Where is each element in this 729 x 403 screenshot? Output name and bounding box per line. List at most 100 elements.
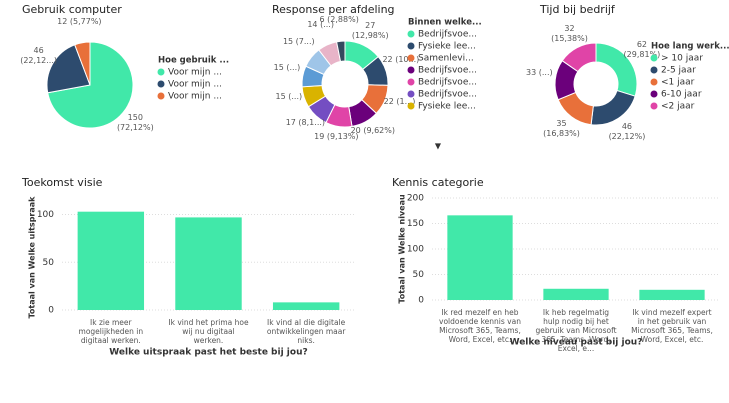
legend-swatch xyxy=(650,54,658,62)
x-tick-label: Ik zie meer mogelijkheden in digitaal we… xyxy=(78,318,144,345)
legend-label: <1 jaar xyxy=(661,78,695,88)
legend-swatch xyxy=(157,92,165,100)
x-axis-label: Welke niveau past bij jou? xyxy=(510,338,643,348)
data-label: 150 (72,12%) xyxy=(116,112,154,132)
legend-swatch xyxy=(407,102,415,110)
legend-swatch xyxy=(650,66,658,74)
data-label: 33 (...) xyxy=(526,68,553,77)
x-tick-label: Ik vind het prima hoe wij nu digitaal we… xyxy=(168,318,249,345)
scroll-arrow[interactable]: ▼ xyxy=(435,142,442,151)
x-tick-label: Ik vind mezelf expert in het gebruik van… xyxy=(631,308,713,344)
bar xyxy=(175,217,242,310)
data-label: 14 (...) xyxy=(307,20,334,29)
legend-swatch xyxy=(407,90,415,98)
data-label: 22 (10...) xyxy=(382,55,420,65)
data-label: 22 (1...) xyxy=(383,96,416,106)
data-label: 46 (22,12...) xyxy=(20,46,57,66)
x-tick-label: Ik heb regelmatig hulp nodig bij het geb… xyxy=(535,308,617,352)
bar xyxy=(77,211,145,310)
x-tick-label: Ik vind mezelf expert in het gebruik van… xyxy=(631,308,713,344)
data-label: 32 (15,38%) xyxy=(551,23,588,43)
legend-swatch xyxy=(407,30,415,38)
legend-swatch xyxy=(157,68,165,76)
y-tick-label: 50 xyxy=(43,258,55,268)
legend-swatch xyxy=(407,66,415,74)
legend-label: 2-5 jaar xyxy=(661,66,696,76)
y-axis-label: Totaal van Welke uitspraak xyxy=(28,196,37,319)
legend-title: Hoe gebruik ... xyxy=(158,56,229,66)
legend-swatch xyxy=(650,78,658,86)
legend-swatch xyxy=(650,102,658,110)
bar xyxy=(639,289,705,300)
data-label: 22 (10...) xyxy=(382,55,420,65)
slice xyxy=(74,41,91,86)
legend-label: Fysieke lee... xyxy=(418,42,476,52)
data-label: 6 (2,88%) xyxy=(319,15,359,25)
legend-label: > 10 jaar xyxy=(661,54,703,64)
data-label: 150 (72,12%) xyxy=(116,112,154,132)
x-tick-label: Ik red mezelf en heb voldoende kennis va… xyxy=(439,308,521,344)
y-tick-label: 0 xyxy=(48,306,54,316)
slice xyxy=(336,40,346,63)
data-label: 15 (7...) xyxy=(282,37,315,47)
data-label: 15 (...) xyxy=(273,63,301,73)
legend-label: Voor mijn ... xyxy=(168,68,222,78)
data-label: 46 (22,12%) xyxy=(608,121,646,141)
x-tick-label: Ik zie meer mogelijkheden in digitaal we… xyxy=(78,318,144,345)
y-tick-label: 100 xyxy=(37,210,54,220)
data-label: 17 (8,1...) xyxy=(285,117,326,127)
legend-swatch xyxy=(650,90,658,98)
slice xyxy=(561,42,597,73)
data-label: 35 (16,83%) xyxy=(543,119,580,139)
data-label: 46 (22,12...) xyxy=(20,46,57,66)
chart-title: Kennis categorie xyxy=(392,176,484,189)
chart-title: Gebruik computer xyxy=(22,3,122,16)
chart-title: Toekomst visie xyxy=(21,176,103,189)
y-tick-label: 100 xyxy=(407,245,424,255)
y-tick-label: 0 xyxy=(418,296,424,306)
data-label: 19 (9,13%) xyxy=(314,132,359,142)
data-label: 12 (5,77%) xyxy=(57,16,102,26)
data-label: 27 (12,98%) xyxy=(351,20,389,40)
x-tick-label: Ik vind al die digitale ontwikkelingen m… xyxy=(266,318,346,345)
data-label: 35 (16,83%) xyxy=(543,119,580,139)
legend-label: Voor mijn ... xyxy=(168,80,222,90)
legend-swatch xyxy=(407,78,415,86)
x-tick-label: Ik heb regelmatig hulp nodig bij het geb… xyxy=(535,308,617,352)
y-tick-label: 150 xyxy=(407,219,424,229)
chart-title: Tijd bij bedrijf xyxy=(539,3,616,16)
data-label: 15 (7...) xyxy=(282,37,315,47)
legend-swatch xyxy=(407,54,415,62)
bar xyxy=(272,302,340,310)
x-tick-label: Ik red mezelf en heb voldoende kennis va… xyxy=(439,308,521,344)
x-axis-label: Welke uitspraak past het beste bij jou? xyxy=(109,348,307,358)
data-label: 46 (22,12%) xyxy=(608,121,646,141)
chart-title: Response per afdeling xyxy=(272,3,395,16)
legend-label: Fysieke lee... xyxy=(418,102,476,112)
y-axis-label: Totaal van Welke niveau xyxy=(398,194,407,304)
data-label: 62 (29,81%) xyxy=(623,40,661,60)
y-tick-label: 200 xyxy=(407,194,424,204)
legend-swatch xyxy=(407,42,415,50)
legend-label: Bedrijfsvoe... xyxy=(418,90,477,100)
y-tick-label: 50 xyxy=(413,270,425,280)
data-label: 12 (5,77%) xyxy=(57,16,102,26)
legend-label: <2 jaar xyxy=(661,102,695,112)
data-label: 62 (29,81%) xyxy=(623,40,661,60)
bar xyxy=(447,215,513,300)
data-label: 22 (1...) xyxy=(383,96,416,106)
legend-label: Bedrijfsvoe... xyxy=(418,78,477,88)
data-label: 6 (2,88%) xyxy=(319,15,359,25)
data-label: 27 (12,98%) xyxy=(351,20,389,40)
legend-label: Voor mijn ... xyxy=(168,92,222,102)
data-label: 17 (8,1...) xyxy=(285,117,326,127)
x-tick-label: Ik vind het prima hoe wij nu digitaal we… xyxy=(168,318,249,345)
data-label: 15 (...) xyxy=(273,63,301,73)
data-label: 15 (...) xyxy=(275,92,303,102)
legend-swatch xyxy=(157,80,165,88)
data-label: 20 (9,62%) xyxy=(351,126,395,135)
data-label: 15 (...) xyxy=(275,92,303,102)
legend-title: Binnen welke... xyxy=(408,18,482,28)
data-label: 32 (15,38%) xyxy=(551,23,588,43)
